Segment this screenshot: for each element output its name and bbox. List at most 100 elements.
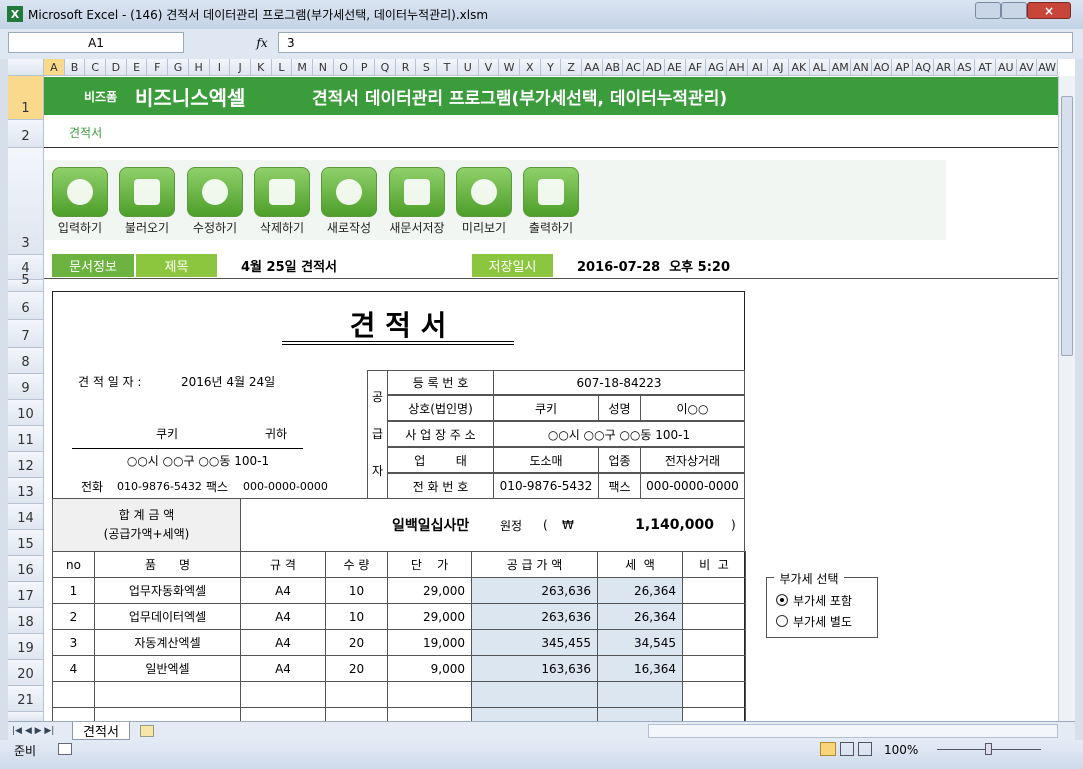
column-header[interactable]: M (292, 59, 313, 76)
tab-nav[interactable]: |◀ ◀ ▶ ▶| (12, 726, 55, 736)
row-header[interactable]: 20 (8, 660, 44, 686)
column-header[interactable]: V (478, 59, 500, 76)
row-header[interactable]: 11 (8, 426, 44, 452)
layout-view[interactable] (840, 742, 854, 756)
column-header[interactable]: AA (582, 59, 603, 76)
new-sheet-button[interactable] (140, 725, 154, 737)
row-header[interactable]: 2 (8, 120, 44, 148)
toolbar-button[interactable] (119, 167, 175, 217)
toolbar-label[interactable]: 입력하기 (57, 220, 103, 235)
minimize-button[interactable] (975, 2, 1001, 19)
column-header[interactable]: AT (975, 59, 996, 76)
row-header[interactable]: 10 (8, 400, 44, 426)
toolbar-button[interactable] (523, 167, 579, 217)
sheet-tab[interactable]: 견적서 (72, 722, 130, 740)
column-header[interactable]: AO (871, 59, 893, 76)
row-header[interactable]: 4 (8, 255, 44, 280)
column-header[interactable]: AV (1016, 59, 1038, 76)
column-header[interactable]: T (437, 59, 458, 76)
normal-view[interactable] (820, 742, 836, 756)
column-header[interactable]: S (416, 59, 438, 76)
column-header[interactable]: AR (933, 59, 955, 76)
row-header[interactable]: 18 (8, 608, 44, 634)
zoom-level[interactable]: 100% (884, 743, 919, 757)
column-header[interactable]: AI (747, 59, 769, 76)
column-header[interactable]: W (499, 59, 520, 76)
column-header[interactable]: AC (623, 59, 645, 76)
toolbar-label[interactable]: 삭제하기 (259, 220, 305, 235)
column-header[interactable]: H (188, 59, 210, 76)
column-header[interactable]: E (126, 59, 148, 76)
column-header[interactable]: I (209, 59, 231, 76)
toolbar-label[interactable]: 불러오기 (124, 220, 170, 235)
column-header[interactable]: U (457, 59, 479, 76)
column-header[interactable]: AG (706, 59, 727, 76)
toolbar-button[interactable] (321, 167, 377, 217)
name-box[interactable]: A1 (8, 32, 184, 53)
column-header[interactable]: K (250, 59, 272, 76)
column-header[interactable]: AH (726, 59, 748, 76)
formula-input[interactable]: 3 (278, 32, 1073, 53)
radio-label[interactable]: 부가세 포함 (793, 593, 853, 608)
toolbar-button[interactable] (254, 167, 310, 217)
toolbar-button[interactable] (389, 167, 445, 217)
vertical-scrollbar[interactable] (1058, 76, 1075, 721)
toolbar-button[interactable] (456, 167, 512, 217)
toolbar-label[interactable]: 미리보기 (461, 220, 507, 235)
column-header[interactable]: P (354, 59, 376, 76)
row-header[interactable]: 12 (8, 452, 44, 478)
column-header[interactable]: R (395, 59, 417, 76)
column-header[interactable]: L (271, 59, 293, 76)
row-header[interactable]: 21 (8, 686, 44, 712)
column-header[interactable]: Y (540, 59, 562, 76)
column-header[interactable]: C (85, 59, 107, 76)
radio-button[interactable] (776, 594, 788, 606)
row-header[interactable]: 13 (8, 478, 44, 504)
fx-button[interactable]: fx (256, 35, 268, 50)
column-header[interactable]: AM (830, 59, 852, 76)
column-header[interactable]: AN (851, 59, 872, 76)
row-header[interactable]: 15 (8, 530, 44, 556)
toolbar-button[interactable] (187, 167, 243, 217)
zoom-thumb[interactable] (985, 743, 992, 755)
column-header[interactable]: N (313, 59, 334, 76)
row-header[interactable]: 5 (8, 273, 44, 292)
row-header[interactable]: 9 (8, 374, 44, 400)
app-icon[interactable]: X (7, 6, 23, 22)
horizontal-scrollbar[interactable] (648, 724, 1058, 738)
row-header[interactable]: 8 (8, 348, 44, 374)
column-header[interactable]: AQ (913, 59, 934, 76)
row-header[interactable]: 16 (8, 556, 44, 582)
row-header[interactable]: 3 (8, 148, 44, 255)
row-header[interactable]: 1 (8, 76, 44, 120)
column-header[interactable]: AE (664, 59, 686, 76)
toolbar-label[interactable]: 새로작성 (326, 220, 372, 235)
column-header[interactable]: AS (954, 59, 976, 76)
column-header[interactable]: AF (685, 59, 707, 76)
scroll-thumb[interactable] (1061, 96, 1073, 356)
column-header[interactable]: J (230, 59, 251, 76)
select-all[interactable] (8, 59, 44, 76)
page-break-view[interactable] (858, 742, 872, 756)
toolbar-label[interactable]: 수정하기 (192, 220, 238, 235)
toolbar-button[interactable] (52, 167, 108, 217)
column-header[interactable]: X (519, 59, 541, 76)
column-header[interactable]: AK (788, 59, 810, 76)
column-header[interactable]: A (44, 59, 65, 76)
column-header[interactable]: AD (644, 59, 665, 76)
row-header[interactable]: 14 (8, 504, 44, 530)
column-header[interactable]: AP (892, 59, 914, 76)
column-header[interactable]: F (147, 59, 169, 76)
row-header[interactable]: 17 (8, 582, 44, 608)
column-header[interactable]: AJ (768, 59, 789, 76)
toolbar-label[interactable]: 출력하기 (528, 220, 574, 235)
row-header[interactable]: 6 (8, 292, 44, 320)
radio-label[interactable]: 부가세 별도 (793, 614, 853, 629)
macro-icon[interactable] (58, 743, 72, 755)
row-header[interactable]: 7 (8, 320, 44, 348)
column-header[interactable]: AL (809, 59, 831, 76)
row-header[interactable]: 19 (8, 634, 44, 660)
radio-button[interactable] (776, 615, 788, 627)
close-button[interactable]: × (1027, 2, 1071, 19)
column-header[interactable]: AB (602, 59, 624, 76)
